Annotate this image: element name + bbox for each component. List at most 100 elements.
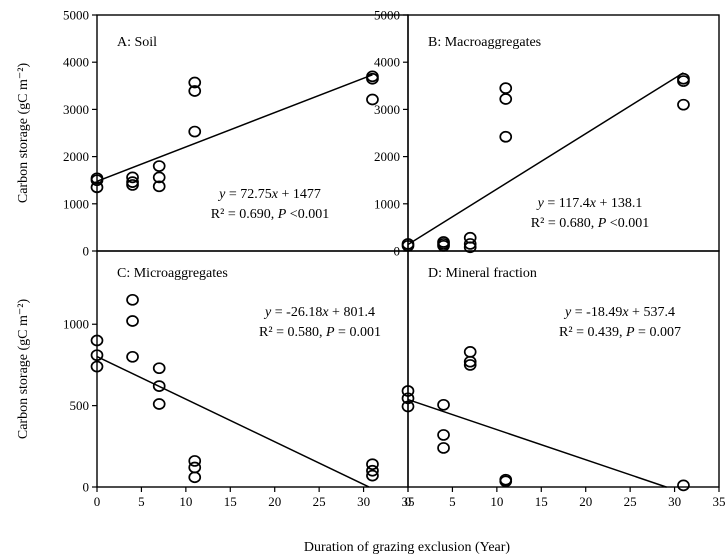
y-tick-label: 2000 bbox=[63, 149, 89, 164]
y-tick-label: 5000 bbox=[374, 8, 400, 23]
data-point bbox=[499, 93, 513, 105]
data-point bbox=[499, 475, 513, 488]
x-tick-label: 5 bbox=[138, 494, 145, 509]
regression-equation-b: y = 117.4x + 138.1 bbox=[536, 196, 643, 211]
x-tick-label: 35 bbox=[713, 494, 725, 509]
data-point bbox=[463, 241, 477, 254]
data-point bbox=[126, 179, 139, 191]
panel-title-b: B: Macroaggregates bbox=[428, 35, 541, 50]
data-point bbox=[463, 238, 477, 250]
data-point bbox=[188, 125, 202, 138]
x-tick-label: 35 bbox=[402, 494, 415, 509]
y-tick-label: 0 bbox=[394, 244, 401, 259]
data-point bbox=[401, 239, 415, 252]
data-point bbox=[152, 398, 166, 410]
data-point bbox=[463, 359, 477, 371]
data-point bbox=[677, 98, 690, 111]
x-tick-label: 0 bbox=[94, 494, 101, 509]
x-tick-label: 15 bbox=[224, 494, 237, 509]
regression-stats-b: R² = 0.680, P <0.001 bbox=[531, 216, 649, 231]
panel-frames bbox=[96, 14, 720, 488]
x-tick-label: 30 bbox=[668, 494, 681, 509]
chart-marks bbox=[90, 70, 690, 492]
data-point bbox=[437, 239, 450, 252]
y-tick-label: 4000 bbox=[374, 55, 400, 70]
regression-line-a bbox=[96, 74, 373, 182]
data-point bbox=[401, 392, 415, 405]
data-point bbox=[677, 75, 690, 87]
regression-equation-d: y = -18.49x + 537.4 bbox=[563, 305, 675, 320]
regression-stats-c: R² = 0.580, P = 0.001 bbox=[259, 325, 381, 340]
x-tick-label: 5 bbox=[449, 494, 456, 509]
x-tick-label: 15 bbox=[535, 494, 548, 509]
data-point bbox=[188, 85, 202, 97]
x-tick-label: 10 bbox=[490, 494, 503, 509]
data-point bbox=[366, 93, 379, 106]
data-point bbox=[463, 355, 477, 368]
data-point bbox=[401, 385, 415, 397]
panel-title-d: D: Mineral fraction bbox=[428, 266, 537, 281]
data-point bbox=[499, 130, 513, 143]
data-point bbox=[152, 180, 166, 193]
data-point bbox=[126, 293, 139, 306]
regression-equation-a: y = 72.75x + 1477 bbox=[217, 187, 321, 202]
data-point bbox=[366, 458, 379, 471]
regression-line-d bbox=[407, 398, 667, 488]
data-point bbox=[126, 315, 139, 327]
y-tick-label: 3000 bbox=[63, 102, 89, 117]
data-point bbox=[677, 479, 690, 492]
data-point bbox=[152, 160, 166, 172]
data-point bbox=[499, 82, 513, 95]
data-point bbox=[188, 471, 202, 484]
y-tick-label: 0 bbox=[83, 244, 90, 259]
data-point bbox=[437, 442, 450, 454]
data-point bbox=[437, 398, 450, 411]
regression-line-c bbox=[96, 355, 370, 488]
y-axis-title-bottom: Carbon storage (gC m⁻²) bbox=[16, 299, 31, 440]
x-tick-label: 25 bbox=[624, 494, 637, 509]
x-tick-label: 25 bbox=[313, 494, 326, 509]
y-tick-label: 1000 bbox=[63, 317, 89, 332]
y-tick-label: 1000 bbox=[63, 196, 89, 211]
regression-stats-d: R² = 0.439, P = 0.007 bbox=[559, 325, 681, 340]
y-tick-label: 500 bbox=[70, 398, 90, 413]
data-point bbox=[90, 181, 104, 194]
chart-text: Duration of grazing exclusion (Year) Car… bbox=[16, 35, 681, 555]
panel-frame-c bbox=[96, 250, 409, 488]
data-point bbox=[188, 461, 202, 474]
data-point bbox=[437, 429, 450, 441]
data-point bbox=[366, 72, 379, 85]
y-tick-label: 3000 bbox=[374, 102, 400, 117]
data-point bbox=[401, 400, 415, 413]
data-point bbox=[90, 334, 104, 347]
data-point bbox=[90, 174, 104, 187]
x-tick-label: 30 bbox=[357, 494, 370, 509]
data-point bbox=[126, 350, 139, 363]
x-tick-label: 10 bbox=[179, 494, 192, 509]
regression-stats-a: R² = 0.690, P <0.001 bbox=[211, 207, 329, 222]
panel-frame-d bbox=[407, 250, 720, 488]
y-tick-label: 1000 bbox=[374, 196, 400, 211]
data-point bbox=[463, 346, 477, 358]
data-point bbox=[90, 349, 104, 362]
regression-equation-c: y = -26.18x + 801.4 bbox=[263, 305, 375, 320]
y-axis-title-top: Carbon storage (gC m⁻²) bbox=[16, 63, 31, 204]
data-point bbox=[188, 455, 202, 467]
y-tick-label: 5000 bbox=[63, 8, 89, 23]
panel-title-c: C: Microaggregates bbox=[117, 266, 228, 281]
x-tick-label: 20 bbox=[579, 494, 592, 509]
data-point bbox=[126, 171, 139, 184]
data-point bbox=[366, 464, 379, 477]
axis-ticks: 0100020003000400050000100020003000400050… bbox=[63, 8, 725, 510]
data-point bbox=[152, 380, 166, 392]
data-point bbox=[366, 469, 379, 482]
y-tick-label: 0 bbox=[83, 480, 90, 495]
data-point bbox=[90, 360, 104, 373]
y-tick-label: 2000 bbox=[374, 149, 400, 164]
data-point bbox=[152, 362, 166, 375]
regression-line-b bbox=[407, 72, 684, 246]
data-point bbox=[152, 171, 166, 184]
x-axis-title: Duration of grazing exclusion (Year) bbox=[304, 540, 511, 555]
panel-title-a: A: Soil bbox=[117, 35, 157, 50]
